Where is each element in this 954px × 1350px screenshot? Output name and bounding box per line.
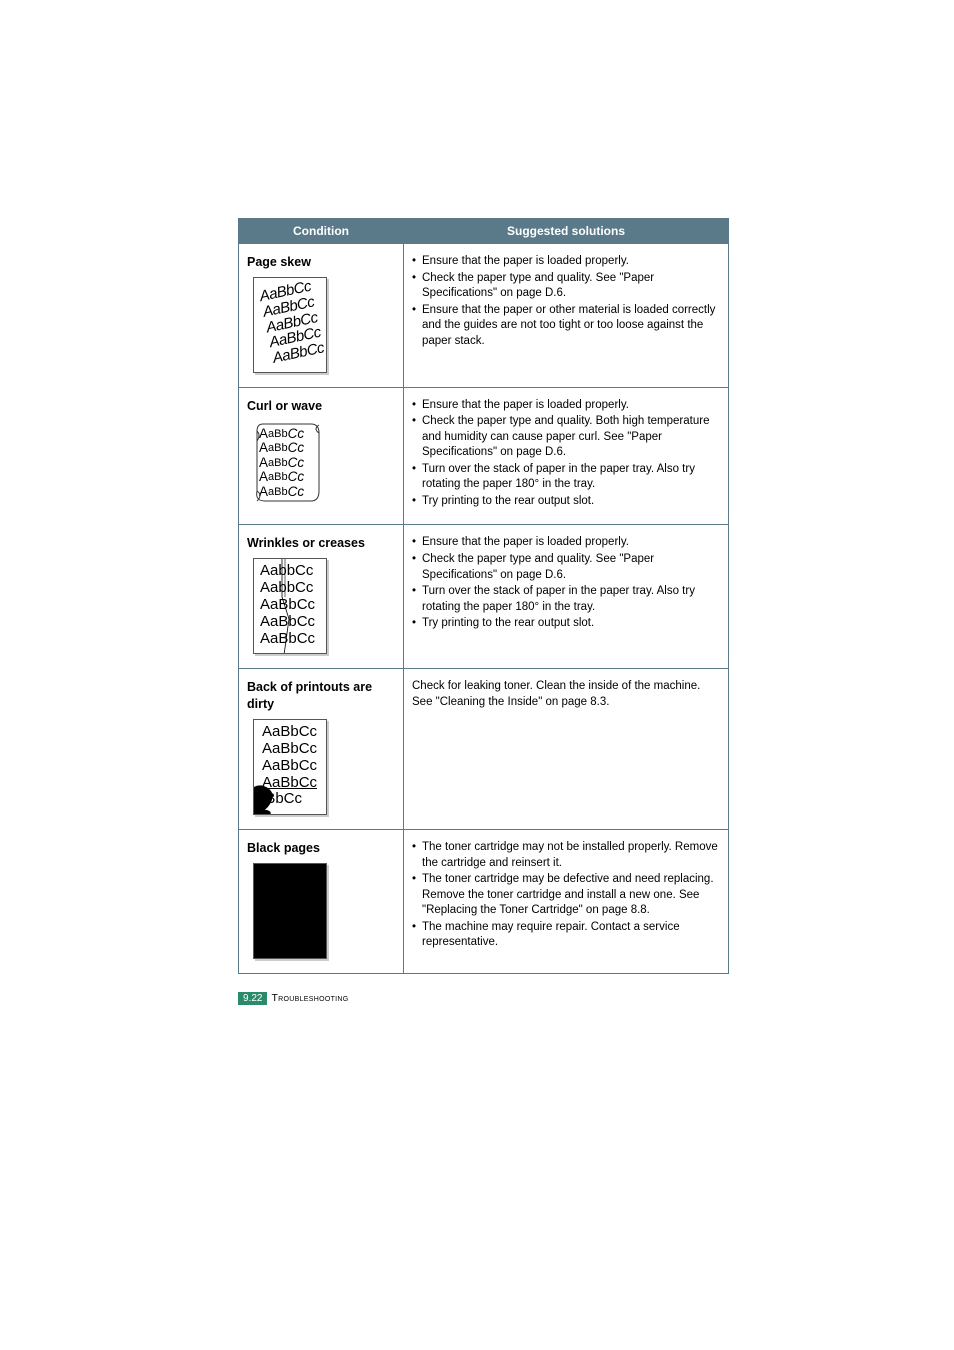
solution-item: Check the paper type and quality. Both h… [412,414,720,461]
solutions-list: Ensure that the paper is loaded properly… [412,398,720,510]
page-footer: 9.22 Troubleshooting [238,992,729,1005]
col-header-solutions: Suggested solutions [404,219,729,244]
solution-item: Check the paper type and quality. See "P… [412,552,720,583]
solutions-list: Ensure that the paper is loaded properly… [412,535,720,631]
dirty-back-illustration: AaBbCc AaBbCc AaBbCc AaBbCc iBbCc [253,719,395,815]
solution-item: The toner cartridge may be defective and… [412,872,720,919]
solution-item: Try printing to the rear output slot. [412,616,720,632]
solution-text: Check for leaking toner. Clean the insid… [412,679,720,710]
solutions-list: The toner cartridge may not be installed… [412,840,720,951]
table-row: Black pages The toner cartridge may not … [239,830,729,974]
black-pages-illustration [253,863,395,959]
table-row: Curl or wave AaBbCc AaBbCc AaBbCc [239,387,729,525]
col-header-condition: Condition [239,219,404,244]
section-label: Troubleshooting [271,992,348,1004]
solution-item: Ensure that the paper is loaded properly… [412,254,720,270]
page-number-badge: 9.22 [238,992,267,1005]
curl-wave-illustration: AaBbCc AaBbCc AaBbCc AaBbCc AaBbCc [253,421,395,505]
solution-item: Ensure that the paper is loaded properly… [412,398,720,414]
solution-item: Try printing to the rear output slot. [412,494,720,510]
troubleshooting-table: Condition Suggested solutions Page skew … [238,218,729,974]
page-skew-illustration: AaBbCc AaBbCc AaBbCc AaBbCc AaBbCc [253,277,395,373]
table-row: Wrinkles or creases AabbCc AabbCc AaBbCc… [239,525,729,669]
solution-item: Turn over the stack of paper in the pape… [412,462,720,493]
condition-title: Page skew [247,254,395,271]
solutions-list: Ensure that the paper is loaded properly… [412,254,720,349]
condition-title: Wrinkles or creases [247,535,395,552]
solution-item: Check the paper type and quality. See "P… [412,271,720,302]
solution-item: Ensure that the paper or other material … [412,303,720,350]
condition-title: Back of printouts are dirty [247,679,395,713]
solution-item: The toner cartridge may not be installed… [412,840,720,871]
table-row: Page skew AaBbCc AaBbCc AaBbCc AaBbCc Aa… [239,244,729,388]
condition-title: Curl or wave [247,398,395,415]
solution-item: Ensure that the paper is loaded properly… [412,535,720,551]
solution-item: Turn over the stack of paper in the pape… [412,584,720,615]
condition-title: Black pages [247,840,395,857]
table-row: Back of printouts are dirty AaBbCc AaBbC… [239,669,729,830]
solution-item: The machine may require repair. Contact … [412,920,720,951]
wrinkles-illustration: AabbCc AabbCc AaBbCc AaBbCc AaBbCc [253,558,395,654]
